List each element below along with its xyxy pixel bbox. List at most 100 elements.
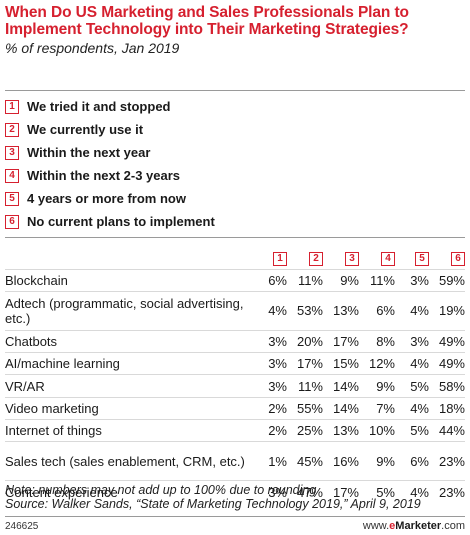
row-value: 3%: [410, 333, 429, 349]
legend-label: No current plans to implement: [27, 214, 215, 229]
table-row: AI/machine learning 3% 17% 15% 12% 4% 49%: [5, 352, 465, 375]
top-divider: [5, 90, 465, 91]
row-value: 14%: [332, 378, 359, 394]
row-value: 4%: [410, 400, 429, 416]
legend-item: 5 4 years or more from now: [5, 187, 465, 210]
column-header: 5: [395, 247, 429, 269]
data-table: 1 2 3 4 5 6 Blockchain 6% 11% 9% 11% 3% 59% Adt…: [5, 247, 465, 503]
row-value: 8%: [376, 333, 395, 349]
legend-label: We currently use it: [27, 122, 144, 137]
row-label: Content experience: [5, 484, 118, 500]
brand-suffix: .com: [441, 520, 465, 532]
column-number-badge: 2: [309, 252, 323, 267]
column-number-badge: 1: [273, 252, 287, 267]
row-value: 13%: [332, 303, 359, 319]
legend-number-badge: 1: [5, 99, 19, 114]
row-value: 20%: [296, 333, 323, 349]
legend-number-badge: 4: [5, 168, 19, 183]
row-label: VR/AR: [5, 378, 45, 394]
row-value: 3%: [268, 484, 287, 500]
legend-item: 6 No current plans to implement: [5, 210, 465, 233]
row-value: 18%: [438, 400, 465, 416]
legend: 1 We tried it and stopped 2 We currently u…: [5, 95, 465, 233]
legend-item: 1 We tried it and stopped: [5, 95, 465, 118]
column-number-badge: 6: [451, 252, 465, 267]
row-value: 14%: [332, 400, 359, 416]
row-value: 5%: [410, 423, 429, 439]
legend-number-badge: 2: [5, 122, 19, 137]
header-spacer: [5, 247, 251, 269]
row-label: Chatbots: [5, 333, 58, 349]
legend-divider: [5, 237, 465, 238]
row-value: 9%: [376, 453, 395, 469]
row-value: 15%: [332, 356, 359, 372]
row-value: 11%: [297, 378, 323, 394]
column-header: 3: [323, 247, 359, 269]
row-value: 49%: [438, 333, 465, 349]
row-value: 7%: [376, 400, 395, 416]
row-value: 44%: [438, 423, 465, 439]
row-value: 10%: [368, 423, 395, 439]
table-row: Internet of things 2% 25% 13% 10% 5% 44%: [5, 419, 465, 441]
chart-subtitle: % of respondents, Jan 2019: [5, 40, 180, 56]
legend-label: Within the next 2-3 years: [27, 168, 181, 183]
table-row: Video marketing 2% 55% 14% 7% 4% 18%: [5, 397, 465, 419]
row-value: 11%: [369, 272, 395, 288]
row-value: 2%: [268, 400, 287, 416]
row-value: 5%: [410, 378, 429, 394]
table-header-row: 1 2 3 4 5 6: [5, 247, 465, 269]
row-label: Adtech (programmatic, social advertising…: [5, 295, 244, 326]
row-value: 16%: [332, 453, 359, 469]
table-row: Blockchain 6% 11% 9% 11% 3% 59%: [5, 269, 465, 291]
row-value: 23%: [438, 453, 465, 469]
row-value: 3%: [268, 333, 287, 349]
row-label: Blockchain: [5, 272, 68, 288]
table-row: Content experience 3% 47% 17% 5% 4% 23%: [5, 480, 465, 503]
table-row: Adtech (programmatic, social advertising…: [5, 291, 465, 330]
row-value: 23%: [438, 484, 465, 500]
brand-name: Marketer: [395, 520, 442, 532]
brand-e: e: [389, 520, 396, 532]
column-header: 6: [429, 247, 465, 269]
row-value: 3%: [410, 272, 429, 288]
row-value: 19%: [438, 303, 465, 319]
row-label: Sales tech (sales enablement, CRM, etc.): [5, 453, 245, 469]
column-number-badge: 5: [415, 252, 429, 267]
row-value: 12%: [368, 356, 395, 372]
table-body: Blockchain 6% 11% 9% 11% 3% 59% Adtech (program…: [5, 269, 465, 503]
table-row: VR/AR 3% 11% 14% 9% 5% 58%: [5, 374, 465, 397]
legend-item: 3 Within the next year: [5, 141, 465, 164]
brand-prefix: www.: [362, 520, 390, 532]
row-value: 13%: [332, 423, 359, 439]
legend-number-badge: 6: [5, 214, 19, 229]
column-number-badge: 4: [381, 252, 395, 267]
row-value: 47%: [296, 484, 323, 500]
row-value: 58%: [438, 378, 465, 394]
row-value: 4%: [410, 484, 429, 500]
row-value: 59%: [438, 272, 465, 288]
table-row: Chatbots 3% 20% 17% 8% 3% 49%: [5, 330, 465, 352]
row-value: 49%: [438, 356, 465, 372]
column-header: 4: [359, 247, 395, 269]
legend-number-badge: 3: [5, 145, 19, 160]
row-value: 1%: [268, 453, 287, 469]
row-label: Internet of things: [5, 423, 102, 439]
column-header: 2: [287, 247, 323, 269]
row-value: 17%: [332, 484, 359, 500]
column-number-badge: 3: [345, 252, 359, 267]
bottom-divider: [5, 516, 465, 517]
row-value: 25%: [296, 423, 323, 439]
row-value: 9%: [376, 378, 395, 394]
row-value: 17%: [296, 356, 323, 372]
row-value: 9%: [340, 272, 359, 288]
legend-label: 4 years or more from now: [27, 191, 186, 206]
legend-label: Within the next year: [27, 145, 151, 160]
row-value: 53%: [296, 303, 323, 319]
row-label: AI/machine learning: [5, 356, 120, 372]
row-value: 6%: [410, 453, 429, 469]
footnote-note: Note: numbers may not add up to 100% due…: [5, 483, 317, 497]
brand-link[interactable]: www.eMarketer.com: [363, 520, 465, 532]
row-value: 6%: [268, 272, 287, 288]
row-value: 5%: [376, 484, 395, 500]
legend-label: We tried it and stopped: [27, 99, 171, 114]
